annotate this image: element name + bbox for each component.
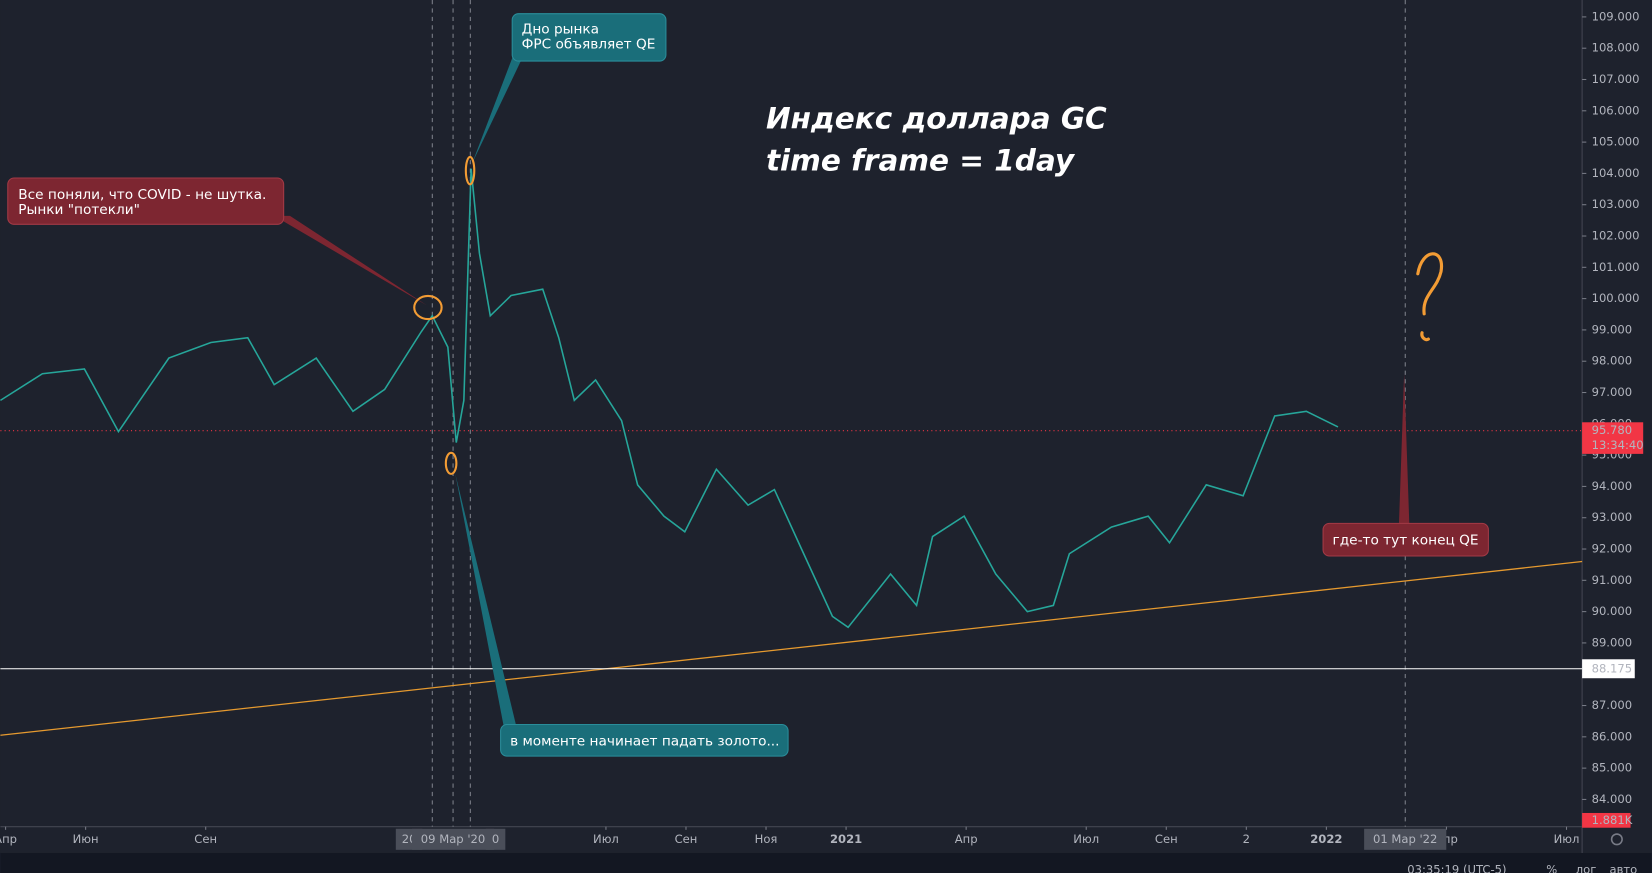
- x-tick-label: 2: [1243, 832, 1250, 846]
- x-tick-label: Сен: [194, 832, 217, 846]
- question-mark: [1416, 252, 1444, 342]
- callout: [511, 13, 667, 62]
- time-label: 01 Мар '22: [1373, 832, 1437, 846]
- y-tick-label: 90.000: [1592, 604, 1633, 618]
- x-tick-label: Июн: [73, 832, 99, 846]
- time-label: 09 Мар '20: [421, 832, 485, 846]
- y-tick-label: 94.000: [1592, 479, 1633, 493]
- callout-text: Рынки "потекли": [18, 202, 140, 218]
- x-tick-label: Июл: [1073, 832, 1099, 846]
- y-tick-label: 109.000: [1592, 9, 1640, 23]
- y-tick-label: 100.000: [1592, 291, 1640, 305]
- callout-pointer: [472, 52, 525, 164]
- time-label-box: [1364, 828, 1447, 850]
- y-tick-label: 103.000: [1592, 197, 1640, 211]
- volume-label: 1.881K: [1592, 813, 1633, 827]
- y-tick-label: 97.000: [1592, 385, 1633, 399]
- y-tick-label: 85.000: [1592, 761, 1633, 775]
- y-tick-label: 101.000: [1592, 260, 1640, 274]
- status-percent[interactable]: %: [1546, 862, 1557, 873]
- chart-title: Индекс доллара GC: [766, 101, 1107, 135]
- callout-text: Дно рынка: [522, 22, 599, 38]
- highlight-circle: [464, 155, 476, 186]
- price-line: [0, 168, 1339, 629]
- y-tick-label: 102.000: [1592, 229, 1640, 243]
- callout-text: Все поняли, что COVID - не шутка.: [18, 187, 266, 203]
- y-tick-label: 92.000: [1592, 542, 1633, 556]
- x-tick-label: Апр: [0, 832, 17, 846]
- highlight-circle: [444, 451, 458, 475]
- x-tick-label: 2022: [1310, 832, 1342, 846]
- settings-icon[interactable]: [1610, 833, 1623, 846]
- y-tick-label: 108.000: [1592, 41, 1640, 55]
- x-tick-label: Апр: [955, 832, 978, 846]
- y-tick-label: 105.000: [1592, 135, 1640, 149]
- callout-pointer: [1398, 373, 1410, 527]
- y-tick-label: 86.000: [1592, 729, 1633, 743]
- y-tick-label: 98.000: [1592, 354, 1633, 368]
- y-tick-label: 84.000: [1592, 792, 1633, 806]
- y-tick-label: 91.000: [1592, 573, 1633, 587]
- x-tick-label: Июл: [593, 832, 619, 846]
- time-label: 0: [492, 832, 499, 846]
- last-price-box: [1582, 422, 1644, 454]
- volume-label-box: [1582, 812, 1631, 828]
- plot: [0, 0, 1583, 827]
- hline-label-box: [1582, 659, 1635, 679]
- status-time: 03:35:19 (UTC-5): [1407, 862, 1506, 873]
- y-tick-label: 104.000: [1592, 166, 1640, 180]
- x-tick-label: Ноя: [755, 832, 778, 846]
- y-tick-label: 106.000: [1592, 103, 1640, 117]
- highlight-circle: [413, 294, 443, 321]
- trendline: [0, 560, 1583, 736]
- callout: [500, 723, 789, 757]
- y-tick-label: 99.000: [1592, 322, 1633, 336]
- hline-label: 88.175: [1592, 661, 1633, 675]
- y-tick-label: 87.000: [1592, 698, 1633, 712]
- callout: [7, 177, 285, 225]
- callout-text: где-то тут конец QE: [1333, 532, 1479, 548]
- x-tick-label: 2021: [830, 832, 862, 846]
- time-label-box: [485, 828, 506, 850]
- y-tick-label: 107.000: [1592, 72, 1640, 86]
- time-label-box: [411, 828, 495, 850]
- callout: [1322, 522, 1489, 557]
- x-tick-label: Сен: [675, 832, 698, 846]
- x-tick-label: Сен: [1155, 832, 1178, 846]
- chart-subtitle: time frame = 1day: [766, 144, 1076, 178]
- status-bar: [0, 852, 1652, 873]
- y-tick-label: 89.000: [1592, 635, 1633, 649]
- callout-text: в моменте начинает падать золото...: [510, 734, 779, 750]
- countdown-label: 13:34:40: [1592, 438, 1644, 452]
- callout-text: ФРС объявляет QE: [522, 36, 656, 52]
- status-auto[interactable]: авто: [1609, 862, 1637, 873]
- status-log[interactable]: лог: [1576, 862, 1597, 873]
- x-tick-label: Июл: [1554, 832, 1580, 846]
- y-tick-label: 93.000: [1592, 510, 1633, 524]
- last-price-label: 95.780: [1592, 423, 1633, 437]
